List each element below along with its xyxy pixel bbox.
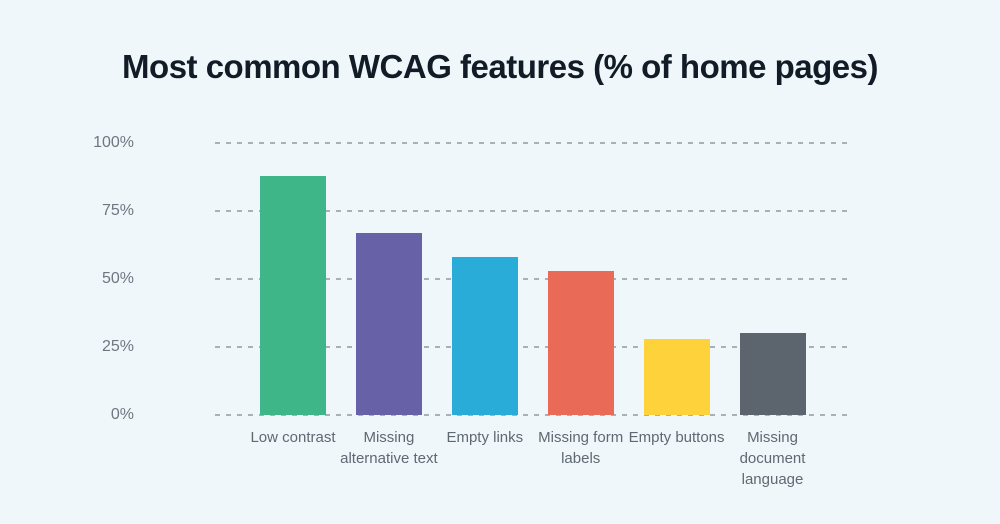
x-axis-label-empty-links: Empty links bbox=[446, 429, 524, 446]
gridline-75% bbox=[215, 210, 851, 212]
x-axis-label-missing-form-labels: Missing form labels bbox=[538, 429, 624, 467]
y-axis-label-100%: 100% bbox=[93, 134, 134, 151]
x-axis-label-low-contrast: Low contrast bbox=[250, 429, 336, 446]
plot-area: 0% 25% 50% 75% 100% Low contrast Missing alter… bbox=[93, 135, 851, 488]
bar-low-contrast bbox=[260, 175, 326, 415]
y-axis-label-0%: 0% bbox=[110, 406, 134, 423]
gridline-50% bbox=[215, 278, 851, 280]
x-axis-label-missing-alternative-text: Missing alternative text bbox=[340, 429, 438, 467]
gridline-0% bbox=[215, 414, 851, 416]
chart-title: Most common WCAG features (% of home pag… bbox=[122, 48, 878, 85]
x-axis-label-empty-buttons: Empty buttons bbox=[628, 429, 725, 446]
bar-missing-form-labels bbox=[547, 270, 614, 415]
y-axis-label-25%: 25% bbox=[101, 338, 134, 355]
bar-missing-alternative-text bbox=[355, 232, 422, 415]
bar-empty-links bbox=[451, 257, 518, 415]
y-axis-label-75%: 75% bbox=[101, 202, 134, 219]
gridline-25% bbox=[215, 346, 851, 348]
x-axis-label-missing-document-language: Missing document language bbox=[739, 429, 806, 488]
bar-empty-buttons bbox=[643, 338, 710, 415]
gridline-100% bbox=[215, 142, 851, 144]
bar-missing-document-language bbox=[739, 333, 806, 415]
y-axis-label-50%: 50% bbox=[101, 270, 134, 287]
